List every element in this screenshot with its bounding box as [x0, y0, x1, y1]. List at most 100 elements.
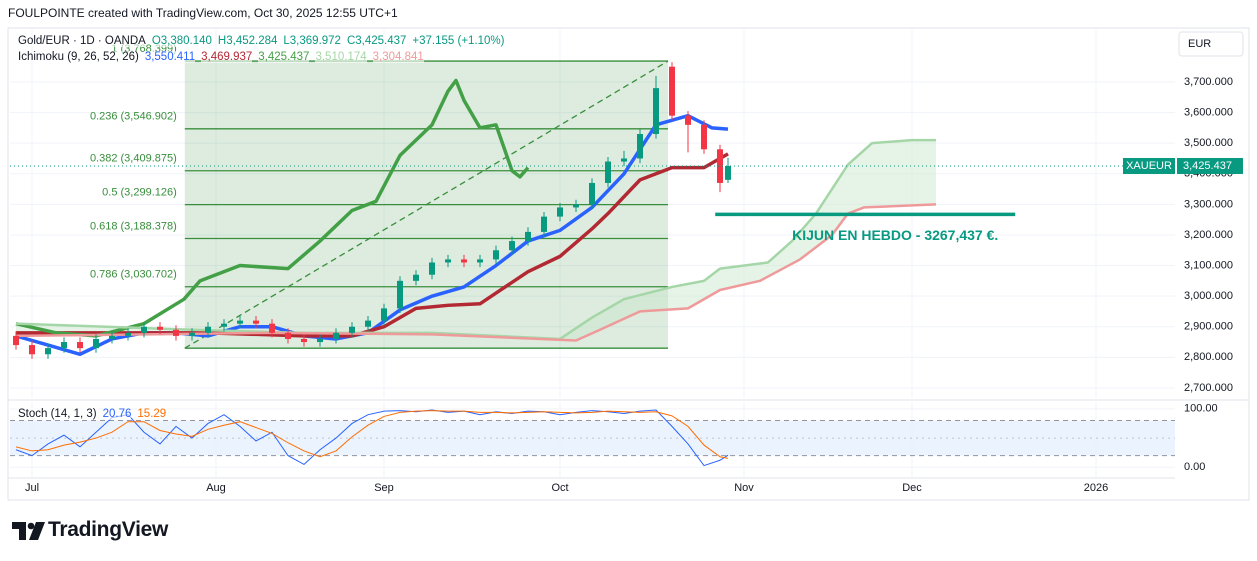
x-tick-label: Nov: [734, 482, 754, 494]
x-tick-label: Dec: [902, 482, 922, 494]
y-tick-label: 3,100.000: [1184, 259, 1233, 271]
candle-body: [541, 216, 547, 232]
y-tick-label: 2,900.000: [1184, 321, 1233, 333]
ohlc-value: L3,369.972: [283, 35, 341, 47]
candle-body: [173, 329, 179, 336]
candle-body: [397, 280, 403, 309]
indicator-title: Ichimoku (9, 26, 52, 26): [18, 51, 139, 63]
stoch-line: [15, 410, 729, 459]
candle-body: [461, 259, 467, 263]
stoch-title: Stoch (14, 1, 3): [18, 408, 97, 420]
symbol-label: XAUEUR: [1126, 160, 1172, 172]
annotation: KIJUN EN HEBDO - 3267,437 €.: [792, 227, 998, 243]
candle-body: [365, 320, 371, 327]
stoch-line: [15, 409, 729, 467]
y-tick-label: 2,800.000: [1184, 351, 1233, 363]
candle-body: [573, 204, 579, 208]
candle-body: [509, 241, 515, 251]
ohlc-value: H3,452.284: [217, 35, 278, 47]
header: FOULPOINTE created with TradingView.com,…: [8, 6, 398, 20]
candle-body: [525, 231, 531, 242]
price-panel: [10, 30, 1175, 398]
candle-body: [157, 326, 163, 330]
candle-body: [61, 342, 67, 349]
candle-body: [349, 326, 355, 333]
indicator-value: 3,469.937: [201, 51, 253, 63]
candle-body: [333, 332, 339, 339]
candle-body: [221, 323, 227, 327]
last-price-box: [1177, 157, 1243, 174]
currency: EUR: [1188, 38, 1211, 50]
currency-box[interactable]: [1178, 31, 1244, 57]
candle-body: [125, 332, 131, 336]
candle-body: [205, 326, 211, 333]
candle-body: [141, 326, 147, 333]
candle-body: [637, 134, 643, 159]
indicator-value: 3,304.841: [372, 51, 424, 63]
fib-label: 0.5 (3,299.126): [102, 187, 177, 199]
y-tick-label: 2,700.000: [1184, 382, 1233, 394]
ichimoku-line: [15, 78, 530, 338]
indicator-value: 3,510.174: [315, 51, 367, 63]
logo-icon: [12, 522, 45, 540]
y-tick-label: 3,200.000: [1184, 229, 1233, 241]
candle-body: [589, 182, 595, 205]
x-tick-label: Sep: [374, 482, 394, 494]
cloud-fill: [16, 140, 936, 341]
y-tick-label: 3,300.000: [1184, 198, 1233, 210]
candle-body: [253, 320, 259, 324]
symbol-box: [1123, 157, 1175, 174]
candle-body: [621, 158, 627, 162]
x-tick-label: Jul: [25, 482, 39, 494]
stoch-value: 15.29: [137, 408, 167, 420]
fib-label: 0.786 (3,030.702): [90, 269, 177, 281]
candle-body: [285, 332, 291, 339]
last-price-label: 3,425.437: [1183, 160, 1232, 172]
candle-body: [301, 338, 307, 343]
y-tick-label: 0.00: [1184, 461, 1205, 473]
candle-body: [317, 338, 323, 343]
fib-label: 0.382 (3,409.875): [90, 153, 177, 165]
stoch-panel: [10, 402, 1175, 478]
candle-body: [669, 66, 675, 116]
y-tick-label: 100.00: [1184, 403, 1218, 415]
ohlc-value: +37.155 (+1.10%): [412, 35, 505, 47]
candle-body: [13, 335, 19, 346]
candle-body: [445, 259, 451, 263]
candle-body: [413, 274, 419, 281]
y-tick-label: 3,700.000: [1184, 76, 1233, 88]
candle-body: [189, 332, 195, 336]
footer-logo: TradingView: [48, 518, 169, 541]
candle-body: [269, 323, 275, 333]
stoch-legend: Stoch (14, 1, 3) 20.76 15.29: [18, 408, 167, 420]
candle-body: [109, 335, 115, 339]
axes: 2,700.000 2,800.000 2,900.000 3,000.000 3,10…: [25, 43, 1243, 494]
candle-body: [77, 342, 83, 349]
x-tick-label: 2026: [1084, 482, 1108, 494]
indicator-value: 3,425.437: [258, 51, 310, 63]
y-tick-label: 3,000.000: [1184, 290, 1233, 302]
candle-body: [557, 207, 563, 217]
y-tick-label: 3,500.000: [1184, 137, 1233, 149]
chart-frame: [7, 27, 1250, 501]
symbol-title: Gold/EUR · 1D · OANDA: [18, 35, 146, 47]
x-tick-label: Aug: [206, 482, 226, 494]
indicator-value: 3,550.411: [144, 51, 196, 63]
candle-body: [29, 345, 35, 355]
ichimoku-legend: Ichimoku (9, 26, 52, 26) 3,550.411 3,469.9…: [18, 51, 424, 63]
candle-body: [685, 115, 691, 125]
candle-body: [653, 88, 659, 135]
candle-body: [237, 320, 243, 324]
y-tick-label: 3,600.000: [1184, 106, 1233, 118]
fib-label: 0.236 (3,546.902): [90, 111, 177, 123]
ohlc-value: O3,380.140: [151, 35, 212, 47]
candle-body: [45, 348, 51, 355]
ohlc-value: C3,425.437: [346, 35, 407, 47]
x-tick-label: Oct: [551, 482, 568, 494]
candle-body: [477, 259, 483, 263]
candle-body: [429, 262, 435, 275]
candle-body: [717, 149, 723, 183]
candle-body: [701, 124, 707, 150]
